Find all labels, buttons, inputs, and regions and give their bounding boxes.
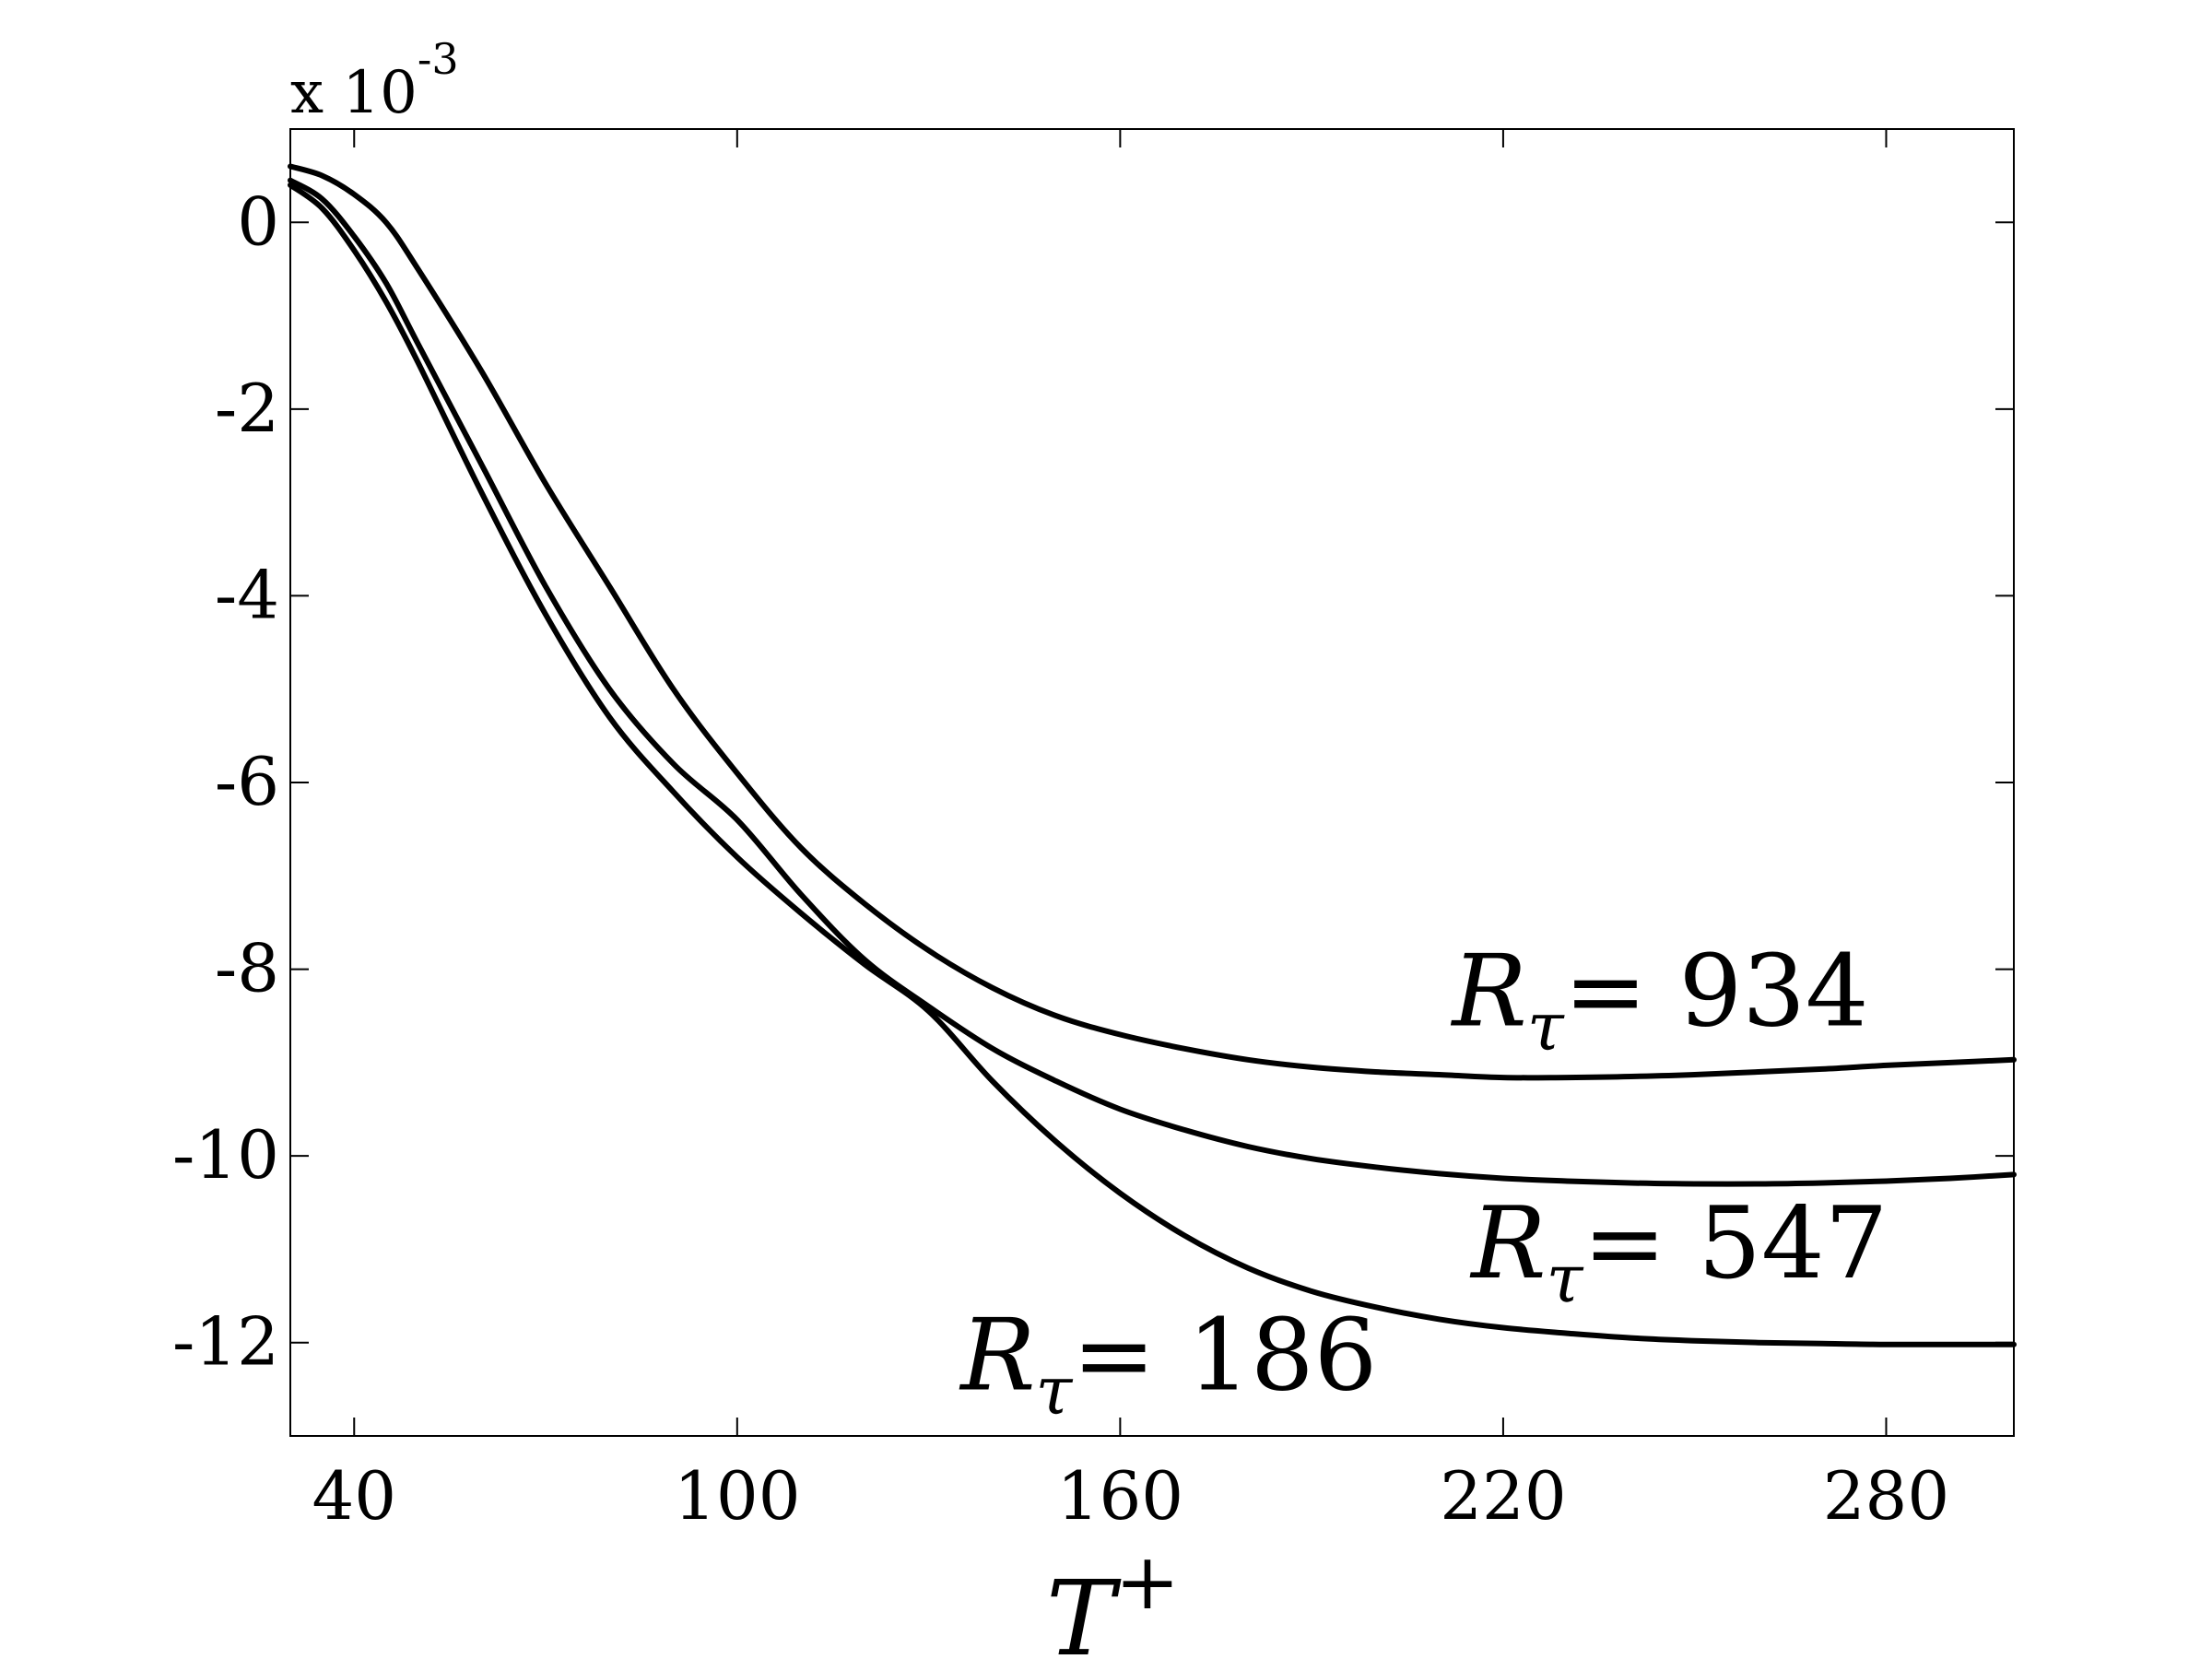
series-annotation-1: Rτ= 934 [1451,934,1869,1065]
y-multiplier: x 10-3 [290,34,459,127]
annotation-symbol: R [959,1298,1035,1413]
x-tick-label: 100 [674,1457,800,1535]
axis-ticks: 40 100 160 220 280 0 -2 -4 -6 -8 -10 -12 [172,129,2014,1535]
annotation-subscript: τ [1036,1351,1074,1429]
y-tick-label: 0 [237,182,279,260]
y-tick-label: -8 [215,930,279,1007]
y-tick-label: -4 [215,556,279,633]
x-tick-label: 280 [1823,1457,1949,1535]
y-tick-label: -10 [172,1116,279,1194]
x-tick-label: 160 [1057,1457,1183,1535]
annotation-value: = 934 [1564,934,1869,1049]
x-tick-label: 220 [1440,1457,1566,1535]
series-line-2 [288,177,2017,1187]
annotation-subscript: τ [1527,987,1565,1065]
y-multiplier-prefix: x 10 [290,59,418,127]
y-multiplier-exponent: -3 [418,34,459,84]
series-annotation-3: Rτ= 186 [959,1298,1377,1429]
annotation-value: = 547 [1583,1186,1888,1301]
series-annotation-2: Rτ= 547 [1469,1186,1888,1317]
series-line-1 [288,163,2017,1081]
annotation-symbol: R [1469,1186,1546,1301]
annotation-symbol: R [1451,934,1527,1049]
annotation-value: = 186 [1072,1298,1377,1413]
y-tick-label: -6 [215,743,279,820]
series-lines [288,163,2017,1347]
x-tick-label: 40 [312,1457,396,1535]
x-axis-label: T+ [1046,1536,1180,1659]
series-line-3 [288,182,2017,1347]
x-axis-label-superscript: + [1115,1536,1180,1627]
y-tick-label: -12 [172,1303,279,1381]
y-tick-label: -2 [215,370,279,447]
annotation-subscript: τ [1547,1240,1584,1317]
x-axis-label-main: T [1046,1559,1122,1659]
